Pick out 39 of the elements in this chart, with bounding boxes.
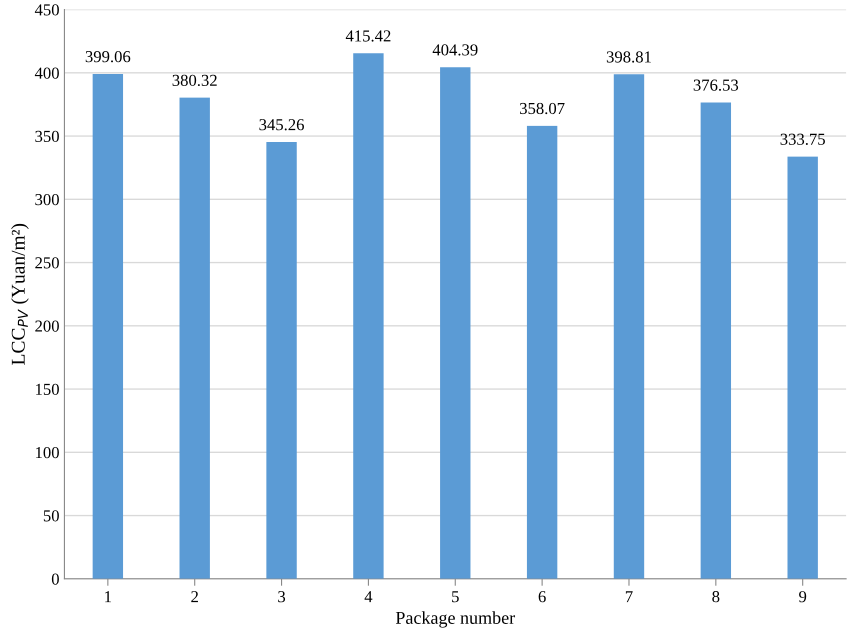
y-tick-label: 300 [35,194,59,206]
x-tick-label: 2 [191,591,198,602]
y-tick-label: 50 [44,510,59,522]
data-label: 345.26 [259,119,304,130]
x-tick-label: 1 [105,591,112,602]
y-tick-label: 250 [35,257,59,268]
bar [614,74,644,579]
y-tick-label: 400 [34,67,59,79]
x-tick-label: 9 [799,591,806,602]
y-tick-label: 0 [52,573,59,585]
data-label: 404.39 [432,44,478,56]
x-tick-label: 3 [278,591,286,602]
data-label: 333.75 [780,134,825,145]
y-tick-label: 350 [35,130,59,142]
y-tick-label: 100 [36,446,59,458]
x-tick-label: 4 [364,591,372,602]
y-tick-label: 450 [34,4,59,16]
y-tick-label: 150 [36,384,59,395]
bar [440,67,470,579]
bar [526,126,558,579]
x-tick-label: 5 [452,591,459,602]
data-label: 398.81 [606,51,651,63]
bar [92,74,124,579]
y-axis-title: LCC$_{PV}$ (Yuan/m²) [11,224,29,365]
x-tick-label: 6 [538,591,546,602]
data-label: 380.32 [172,74,217,86]
bar [180,98,210,579]
bar [353,53,384,579]
data-label: 415.42 [346,30,390,42]
x-tick-label: 8 [712,591,720,602]
bar [700,102,732,579]
bar [787,156,818,579]
data-label: 376.53 [694,80,738,91]
data-label: 358.07 [520,102,565,114]
x-axis-title: Package number [396,611,516,628]
bar [266,142,297,579]
data-label: 399.06 [86,51,130,62]
y-tick-label: 200 [35,320,59,332]
x-tick-label: 7 [626,591,633,602]
